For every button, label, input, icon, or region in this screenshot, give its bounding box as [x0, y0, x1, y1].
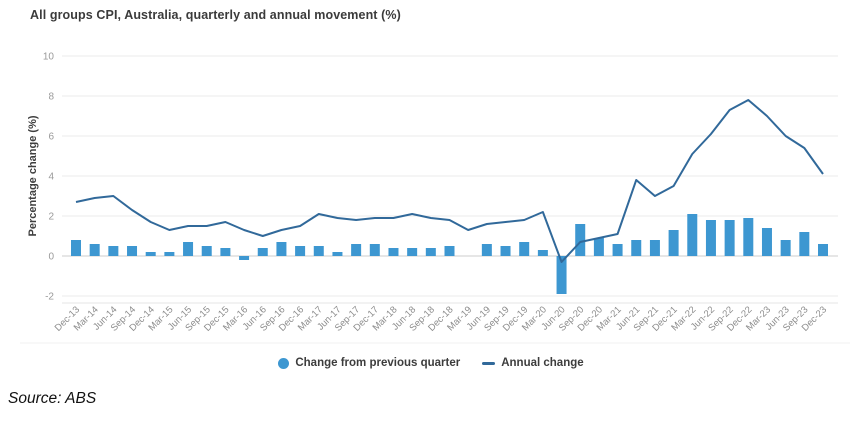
quarterly-change-bar — [556, 256, 567, 294]
quarterly-change-bar — [183, 242, 194, 256]
y-axis-title: Percentage change (%) — [27, 115, 39, 236]
quarterly-change-bar — [257, 248, 268, 256]
quarterly-change-bar — [351, 244, 362, 256]
annual-change-line — [75, 99, 824, 263]
quarterly-change-bar — [127, 246, 138, 256]
quarterly-change-bar — [276, 242, 287, 256]
quarterly-change-bar — [780, 240, 791, 256]
quarterly-change-bar — [649, 240, 660, 256]
quarterly-change-bar — [631, 240, 642, 256]
quarterly-change-bar — [519, 242, 530, 256]
line-series-swatch-icon — [482, 361, 496, 365]
quarterly-change-bar — [239, 256, 250, 260]
legend-item-quarterly-change: Change from previous quarter — [278, 357, 460, 369]
cpi-chart-plot: Percentage change (%) 1086420-2Dec-13Mar… — [20, 52, 850, 344]
quarterly-change-bar — [481, 244, 492, 256]
quarterly-change-bar — [593, 238, 604, 256]
quarterly-change-bar — [668, 230, 679, 256]
y-tick-label: 0 — [48, 252, 54, 263]
quarterly-change-bar — [818, 244, 828, 256]
quarterly-change-bar — [612, 244, 623, 256]
quarterly-change-bar — [145, 252, 156, 256]
quarterly-change-bar — [687, 214, 698, 256]
quarterly-change-bar — [444, 246, 455, 256]
quarterly-change-bar — [799, 232, 810, 256]
quarterly-change-bar — [388, 248, 399, 256]
quarterly-change-bar — [164, 252, 175, 256]
legend-item-annual-change: Annual change — [482, 357, 584, 369]
quarterly-change-bar — [425, 248, 436, 256]
y-tick-label: -2 — [45, 292, 54, 303]
quarterly-change-bar — [761, 228, 772, 256]
quarterly-change-bar — [369, 244, 380, 256]
quarterly-change-bar — [108, 246, 119, 256]
y-tick-label: 10 — [43, 52, 55, 63]
quarterly-change-bar — [220, 248, 231, 256]
chart-title: All groups CPI, Australia, quarterly and… — [30, 8, 401, 22]
legend-label-quarterly: Change from previous quarter — [295, 357, 461, 369]
quarterly-change-bar — [407, 248, 418, 256]
quarterly-change-bar — [500, 246, 511, 256]
bar-series-swatch-icon — [278, 357, 290, 369]
quarterly-change-bar — [89, 244, 100, 256]
source-note: Source: ABS — [8, 390, 97, 407]
legend: Change from previous quarter Annual chan… — [0, 357, 862, 369]
quarterly-change-bar — [295, 246, 306, 256]
y-tick-label: 8 — [48, 92, 54, 103]
y-tick-label: 2 — [48, 212, 54, 223]
y-tick-label: 4 — [48, 172, 54, 183]
quarterly-change-bar — [313, 246, 324, 256]
quarterly-change-bar — [705, 220, 716, 256]
quarterly-change-bar — [332, 252, 343, 256]
quarterly-change-bar — [575, 224, 586, 256]
quarterly-change-bar — [71, 240, 81, 256]
quarterly-change-bar — [724, 220, 735, 256]
quarterly-change-bar — [743, 218, 754, 256]
legend-label-annual: Annual change — [501, 357, 584, 369]
quarterly-change-bar — [201, 246, 212, 256]
y-tick-label: 6 — [48, 132, 54, 143]
quarterly-change-bar — [537, 250, 548, 256]
